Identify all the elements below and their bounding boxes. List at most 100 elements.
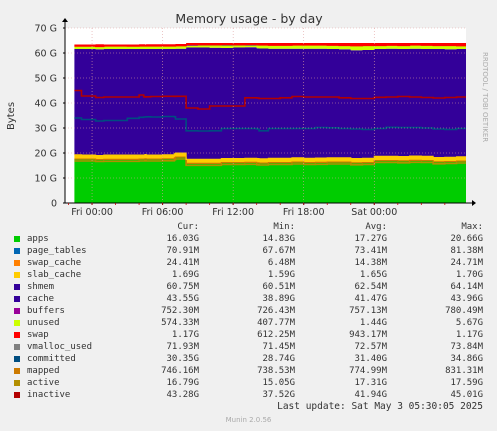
legend-value: 28.74G: [262, 354, 295, 364]
legend-value: 24.41M: [166, 258, 199, 268]
legend-swatch: [14, 356, 20, 362]
legend-value: 41.47G: [354, 294, 387, 304]
legend-value: 752.30M: [161, 306, 199, 316]
side-label: RRDTOOL / TOBI OETIKER: [481, 52, 489, 142]
legend-value: 24.71M: [450, 258, 483, 268]
legend-value: 17.31G: [354, 378, 387, 388]
legend-name: cache: [27, 294, 55, 304]
legend-swatch: [14, 344, 20, 350]
legend-value: 38.89G: [262, 294, 295, 304]
legend-swatch: [14, 332, 20, 338]
generator-label: Munin 2.0.56: [225, 416, 272, 424]
legend-value: 780.49M: [445, 306, 483, 316]
legend-row: unused 574.33M 407.77M 1.44G 5.67G: [0, 317, 497, 329]
y-tick-label: 0: [51, 199, 57, 210]
swap-line: [74, 43, 466, 48]
legend-swatch: [14, 272, 20, 278]
apps-area: [74, 159, 467, 203]
legend-value: 1.59G: [267, 270, 295, 280]
y-tick-label: 70 G: [35, 24, 57, 35]
chart-title: Memory usage - by day: [175, 11, 323, 26]
legend-swatch: [14, 260, 20, 266]
slab-cache-line: [74, 152, 466, 160]
y-tick-label: 60 G: [35, 49, 57, 60]
legend-value: 757.13M: [349, 306, 387, 316]
legend-value: 60.51M: [262, 282, 295, 292]
legend-value: 64.14M: [450, 282, 483, 292]
legend-swatch: [14, 296, 20, 302]
legend-value: 67.67M: [262, 246, 295, 256]
legend-row: active 16.79G 15.05G 17.31G 17.59G: [0, 377, 497, 389]
legend-swatch: [14, 320, 20, 326]
committed-line: [74, 115, 466, 132]
legend-value: 738.53M: [257, 366, 295, 376]
legend-value: 6.48M: [267, 258, 295, 268]
inactive-line: [74, 89, 466, 110]
legend-swatch: [14, 284, 20, 290]
legend-name: mapped: [27, 366, 60, 376]
x-tick-label: Fri 00:00: [71, 207, 113, 218]
legend-name: committed: [27, 354, 76, 364]
legend-value: 1.65G: [359, 270, 387, 280]
legend-value: Max:: [461, 222, 483, 232]
legend-value: 60.75M: [166, 282, 199, 292]
legend-value: 31.40G: [354, 354, 387, 364]
legend-row: inactive 43.28G 37.52G 41.94G 45.01G: [0, 389, 497, 401]
legend-name: swap_cache: [27, 258, 82, 268]
x-axis-arrow: [472, 200, 476, 206]
legend-name: vmalloc_used: [27, 342, 93, 352]
legend-swatch: [14, 236, 20, 242]
legend-value: 73.41M: [354, 246, 387, 256]
legend-value: 16.03G: [166, 234, 199, 244]
x-tick-label: Sat 00:00: [351, 207, 397, 218]
legend-row: cache 43.55G 38.89G 41.47G 43.96G: [0, 293, 497, 305]
legend-value: 20.66G: [450, 234, 483, 244]
legend-swatch: [14, 380, 20, 386]
legend-row: vmalloc_used 71.93M 71.45M 72.57M 73.84M: [0, 341, 497, 353]
y-axis-arrow: [62, 18, 68, 22]
legend-value: 43.55G: [166, 294, 199, 304]
mapped-line: [74, 156, 466, 164]
legend-row: buffers 752.30M 726.43M 757.13M 780.49M: [0, 305, 497, 317]
legend-value: 1.69G: [171, 270, 199, 280]
legend-value: 45.01G: [450, 390, 483, 400]
legend-swatch: [14, 248, 20, 254]
legend-swatch: [14, 392, 20, 398]
legend-value: 574.33M: [161, 318, 199, 328]
cache-area: [74, 47, 467, 160]
legend-value: 14.38M: [354, 258, 387, 268]
legend-value: 1.17G: [171, 330, 199, 340]
legend-name: buffers: [27, 306, 65, 316]
legend-value: 407.77M: [257, 318, 295, 328]
legend-value: 17.59G: [450, 378, 483, 388]
legend-swatch: [14, 308, 20, 314]
legend-name: active: [27, 378, 60, 388]
legend-value: 34.86G: [450, 354, 483, 364]
legend-value: 71.45M: [262, 342, 295, 352]
legend-row: shmem 60.75M 60.51M 62.54M 64.14M: [0, 281, 497, 293]
x-tick-label: Fri 18:00: [283, 207, 325, 218]
legend-value: 70.91M: [166, 246, 199, 256]
y-axis-label: Bytes: [6, 102, 17, 130]
y-tick-label: 50 G: [35, 74, 57, 85]
x-tick-label: Fri 12:00: [212, 207, 254, 218]
legend-value: 37.52G: [262, 390, 295, 400]
legend-value: 72.57M: [354, 342, 387, 352]
legend-value: 1.17G: [455, 330, 483, 340]
legend-value: 30.35G: [166, 354, 199, 364]
legend-value: 774.99M: [349, 366, 387, 376]
legend-value: 17.27G: [354, 234, 387, 244]
legend-name: swap: [27, 330, 49, 340]
y-tick-label: 10 G: [35, 174, 57, 185]
legend-header: Cur: Min: Avg: Max:: [0, 221, 497, 233]
legend-row: slab_cache 1.69G 1.59G 1.65G 1.70G: [0, 269, 497, 281]
legend-swatch: [14, 368, 20, 374]
active-line: [74, 158, 466, 167]
x-tick-label: Fri 06:00: [142, 207, 184, 218]
legend-value: 831.31M: [445, 366, 483, 376]
legend-value: 1.70G: [455, 270, 483, 280]
legend-value: 41.94G: [354, 390, 387, 400]
legend-value: Cur:: [177, 222, 199, 232]
legend-value: 726.43M: [257, 306, 295, 316]
